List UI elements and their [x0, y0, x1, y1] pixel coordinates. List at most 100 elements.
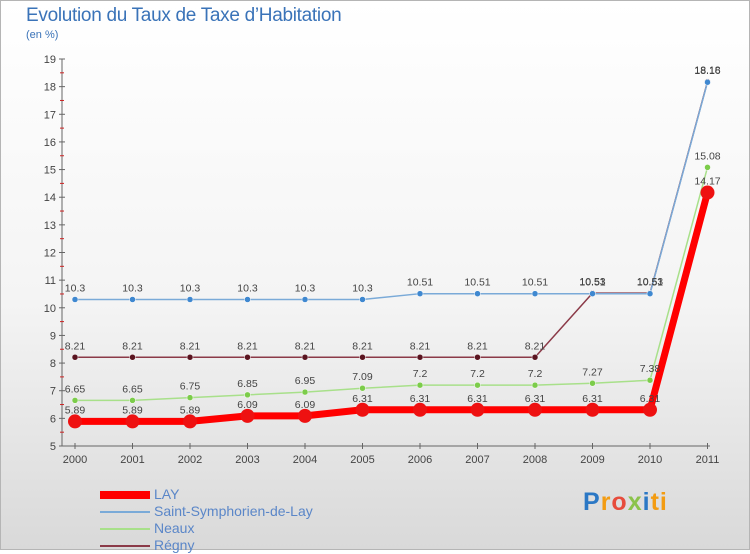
data-label-r-gny: 8.21 [122, 340, 143, 352]
data-label-r-gny: 8.21 [352, 340, 373, 352]
y-tick-label: 17 [44, 109, 56, 121]
data-point-neaux [531, 381, 539, 389]
data-point-neaux [186, 394, 194, 401]
data-label-lay: 6.31 [410, 393, 431, 405]
y-tick-label: 16 [44, 137, 56, 149]
data-point-saint-symphorien-de-lay [646, 290, 654, 297]
data-label-lay: 5.89 [65, 404, 86, 416]
data-point-saint-symphorien-de-lay [531, 290, 539, 297]
data-point-r-gny [186, 354, 194, 361]
data-label-lay: 6.31 [582, 393, 603, 405]
data-point-saint-symphorien-de-lay [589, 290, 596, 297]
data-point-lay [585, 402, 600, 417]
data-point-r-gny [359, 354, 366, 361]
data-point-lay [413, 402, 427, 417]
data-point-saint-symphorien-de-lay [359, 296, 366, 303]
x-tick-label: 2009 [580, 454, 604, 466]
data-point-saint-symphorien-de-lay [301, 296, 309, 303]
y-tick-label: 7 [50, 386, 56, 398]
legend-swatch-regny [100, 544, 150, 547]
series-line-saint-symphorien-de-lay [75, 82, 709, 301]
data-label-r-gny: 8.21 [295, 340, 316, 352]
data-point-neaux [301, 388, 309, 396]
series-line-lay [75, 191, 711, 425]
x-tick-label: 2002 [178, 454, 202, 466]
data-label-saint-symphorien-de-lay: 10.3 [237, 282, 258, 294]
data-label-r-gny: 8.21 [467, 340, 488, 352]
logo-letter: P [583, 488, 601, 516]
logo-letter: i [642, 488, 651, 516]
data-label-r-gny: 8.21 [237, 340, 258, 352]
legend-label-lay: LAY [154, 486, 180, 502]
data-point-lay [470, 402, 485, 417]
legend-swatch-saint-symphorien [100, 510, 150, 513]
data-label-neaux: 6.75 [180, 381, 201, 393]
x-tick-label: 2010 [638, 454, 662, 466]
data-label-r-gny: 8.21 [525, 340, 546, 352]
data-point-neaux [71, 397, 79, 404]
data-label-r-gny: 18.18 [694, 65, 720, 77]
data-point-neaux [646, 376, 654, 384]
series-line-neaux [75, 167, 709, 402]
data-label-neaux: 7.38 [640, 363, 661, 375]
data-label-saint-symphorien-de-lay: 10.51 [407, 277, 433, 289]
y-tick-label: 5 [50, 441, 56, 453]
x-tick-label: 2011 [696, 454, 720, 466]
data-label-lay: 6.31 [352, 393, 373, 405]
proxiti-logo: Proxiti [583, 488, 668, 517]
data-point-lay [240, 408, 255, 423]
data-label-neaux: 7.27 [582, 366, 603, 378]
data-point-saint-symphorien-de-lay [416, 290, 424, 297]
y-tick-label: 18 [44, 82, 56, 94]
data-point-neaux [244, 391, 251, 399]
data-point-lay [125, 414, 140, 429]
x-tick-label: 2000 [63, 454, 87, 466]
data-point-lay [528, 402, 542, 417]
data-point-lay [355, 402, 370, 417]
data-point-lay [298, 408, 312, 423]
x-tick-label: 2005 [350, 454, 374, 466]
data-point-lay [700, 185, 715, 200]
data-point-r-gny [129, 354, 136, 361]
data-label-saint-symphorien-de-lay: 10.3 [122, 282, 143, 294]
data-point-neaux [589, 380, 596, 387]
y-tick-label: 9 [50, 330, 56, 342]
data-point-neaux [359, 384, 366, 392]
data-point-r-gny [416, 354, 424, 361]
data-label-r-gny: 8.21 [65, 340, 86, 352]
logo-letter: ti [650, 488, 668, 516]
y-tick-label: 6 [50, 413, 56, 425]
data-label-saint-symphorien-de-lay: 10.51 [522, 277, 548, 289]
data-label-lay: 6.09 [237, 399, 258, 411]
data-label-saint-symphorien-de-lay: 10.51 [464, 277, 490, 289]
data-point-neaux [474, 381, 481, 389]
data-label-neaux: 6.65 [65, 383, 86, 395]
legend-label-regny: Régny [154, 537, 195, 553]
legend-swatch-neaux [100, 527, 150, 530]
x-tick-label: 2004 [293, 454, 317, 466]
data-label-saint-symphorien-de-lay: 10.3 [352, 282, 373, 294]
data-point-neaux [129, 397, 136, 404]
data-label-r-gny: 8.21 [410, 340, 431, 352]
data-point-r-gny [244, 354, 251, 361]
data-label-lay: 6.31 [467, 393, 488, 405]
y-tick-label: 8 [50, 358, 56, 370]
data-label-r-gny: 10.53 [579, 276, 605, 288]
y-tick-label: 10 [44, 303, 56, 315]
data-point-saint-symphorien-de-lay [71, 296, 79, 303]
data-label-neaux: 7.09 [352, 371, 373, 383]
legend-swatch-lay [100, 490, 150, 499]
data-point-saint-symphorien-de-lay [704, 78, 711, 86]
y-tick-label: 15 [44, 165, 56, 177]
data-point-r-gny [301, 354, 309, 361]
legend-label-saint-symphorien: Saint-Symphorien-de-Lay [154, 503, 313, 519]
data-label-r-gny: 10.53 [637, 276, 663, 288]
data-label-lay: 5.89 [180, 404, 201, 416]
data-point-saint-symphorien-de-lay [129, 296, 136, 303]
y-tick-label: 19 [44, 54, 56, 66]
data-label-neaux: 7.2 [470, 368, 485, 380]
logo-letter: x [627, 488, 643, 516]
data-point-saint-symphorien-de-lay [186, 296, 194, 303]
x-tick-label: 2007 [465, 454, 489, 466]
